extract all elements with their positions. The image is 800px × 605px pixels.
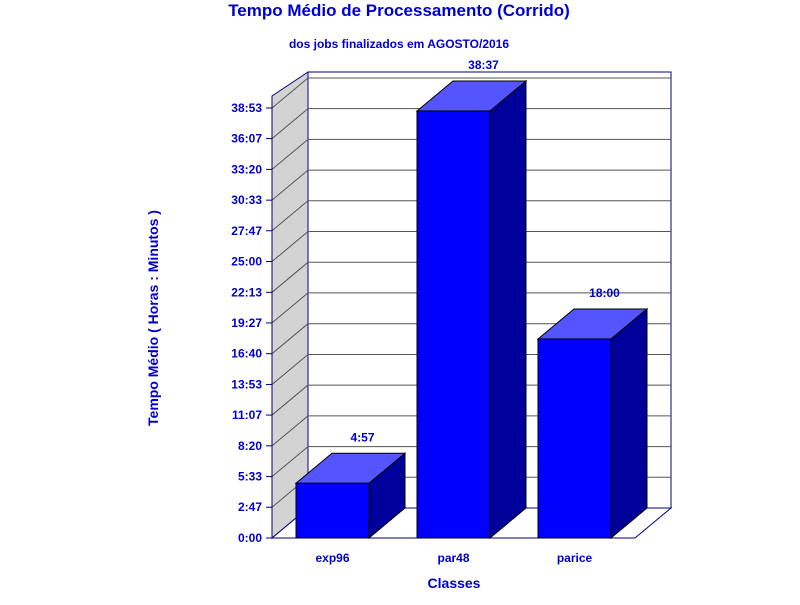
bars: 4:57 38:37 18:00	[294, 58, 649, 540]
y-tick-label: 38:53	[231, 101, 262, 115]
bar-value-label: 4:57	[350, 430, 374, 444]
bar-value-label: 38:37	[468, 58, 499, 72]
bar-value-label: 18:00	[589, 286, 620, 300]
bar-side	[610, 307, 648, 540]
gridline-side	[271, 292, 309, 324]
y-tick-label: 2:47	[238, 500, 262, 514]
bar	[294, 452, 407, 540]
y-tick-label: 25:00	[231, 255, 262, 269]
y-tick-label: 16:40	[231, 347, 262, 361]
y-tick-label: 30:33	[231, 193, 262, 207]
gridline-side	[271, 169, 309, 201]
y-tick-label: 13:53	[231, 377, 262, 391]
bar-front	[416, 110, 491, 539]
x-tick-label: parice	[557, 551, 593, 565]
y-tick-labels: 0:00 2:47 5:33 8:20 11:07 13:53 16:40 19:27 22:1…	[231, 101, 262, 545]
y-tick-label: 11:07	[232, 408, 262, 422]
gridline-side	[271, 261, 309, 293]
bar	[536, 307, 649, 540]
gridline-side	[271, 384, 309, 416]
bar-front	[537, 338, 612, 539]
y-tick-label: 19:27	[231, 316, 262, 330]
gridline-side	[271, 231, 309, 262]
gridline-side	[271, 108, 309, 139]
x-axis-label: Classes	[428, 575, 481, 591]
x-tick-labels: exp96 par48 parice	[315, 551, 592, 565]
y-tick-label: 27:47	[231, 224, 262, 238]
y-tick-label: 22:13	[231, 285, 262, 299]
y-tick-label: 36:07	[231, 132, 262, 146]
bar-front	[295, 482, 370, 539]
bar-side	[489, 79, 527, 540]
bar	[415, 79, 528, 540]
gridline-side	[271, 138, 309, 170]
left-wall	[271, 71, 309, 540]
gridline-side	[271, 323, 309, 355]
y-axis-label: Tempo Médio ( Horas : Minutos )	[145, 210, 161, 426]
chart-subtitle: dos jobs finalizados em AGOSTO/2016	[289, 37, 509, 51]
chart-title: Tempo Médio de Processamento (Corrido)	[228, 1, 570, 20]
gridline-side	[271, 200, 309, 232]
y-tick-label: 8:20	[238, 439, 262, 453]
gridline-side	[271, 77, 309, 109]
x-tick-label: exp96	[315, 551, 349, 565]
gridline-side	[271, 415, 309, 447]
gridline-side	[271, 354, 309, 385]
x-tick-label: par48	[437, 551, 469, 565]
y-tick-label: 5:33	[238, 470, 262, 484]
y-tick-label: 33:20	[231, 162, 262, 176]
gridline-side	[271, 446, 309, 478]
y-tick-label: 0:00	[238, 531, 262, 545]
